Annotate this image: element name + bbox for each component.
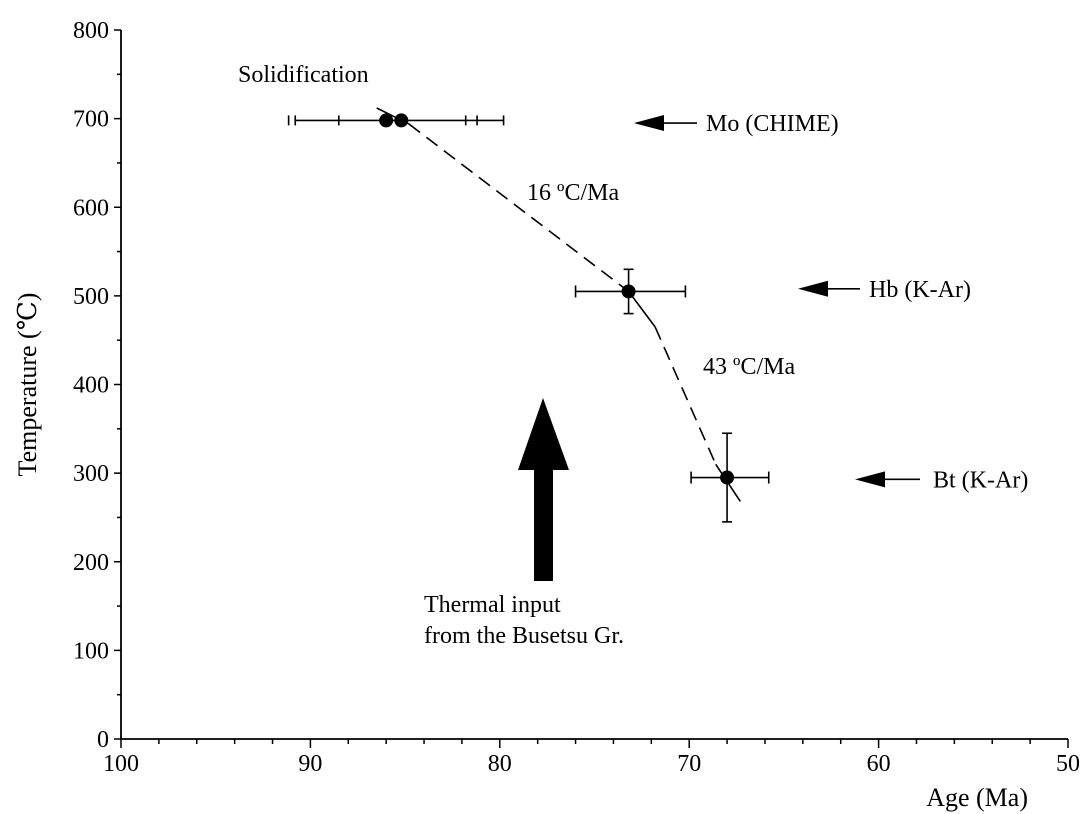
- y-tick-label: 100: [73, 638, 109, 664]
- data-point: [720, 470, 735, 485]
- thermal-input-label-line2: from the Busetsu Gr.: [424, 623, 624, 649]
- mo-chime-label: Mo (CHIME): [706, 111, 839, 137]
- thermal-arrow-shaft: [534, 468, 553, 581]
- x-tick-label: 90: [298, 751, 322, 777]
- x-tick-label: 100: [103, 751, 139, 777]
- data-points: [379, 113, 735, 485]
- hb-kar-label: Hb (K-Ar): [869, 277, 971, 303]
- axes: Temperature (℃) Age (Ma): [13, 30, 1068, 812]
- y-tick-label: 600: [73, 195, 109, 221]
- bt-kar-arrowhead-icon: [855, 471, 885, 488]
- bt-kar-label: Bt (K-Ar): [933, 467, 1028, 493]
- y-tick-label: 0: [97, 727, 109, 753]
- thermal-input-label-line1: Thermal input: [424, 592, 561, 618]
- x-tick-label: 70: [677, 751, 701, 777]
- data-point: [394, 113, 409, 128]
- y-tick-label: 200: [73, 550, 109, 576]
- y-tick-label: 500: [73, 284, 109, 310]
- hb-kar-arrowhead-icon: [798, 280, 828, 297]
- solidification-label: Solidification: [238, 62, 369, 88]
- y-tick-label: 700: [73, 107, 109, 133]
- thermal-arrowhead-icon: [518, 398, 569, 470]
- x-tick-label: 60: [867, 751, 891, 777]
- y-axis-title: Temperature (℃): [13, 293, 42, 477]
- annotations: Solidification 16 ºC/Ma 43 ºC/Ma Mo (CHIME)…: [238, 62, 1028, 649]
- x-tick-label: 50: [1056, 751, 1080, 777]
- rate-label-43: 43 ºC/Ma: [703, 354, 795, 380]
- data-point: [621, 284, 636, 299]
- cooling-trend-solid: [627, 290, 656, 328]
- cooling-trend-dashed: [654, 326, 717, 465]
- y-tick-label: 800: [73, 18, 109, 44]
- cooling-trend: [376, 107, 742, 502]
- rate-label-16: 16 ºC/Ma: [527, 180, 619, 206]
- y-tick-label: 300: [73, 461, 109, 487]
- y-tick-label: 400: [73, 373, 109, 399]
- mo-chime-arrowhead-icon: [634, 115, 664, 132]
- cooling-trend-dashed: [408, 123, 630, 293]
- x-axis-title: Age (Ma): [926, 783, 1028, 812]
- data-point: [379, 113, 394, 128]
- x-tick-label: 80: [488, 751, 512, 777]
